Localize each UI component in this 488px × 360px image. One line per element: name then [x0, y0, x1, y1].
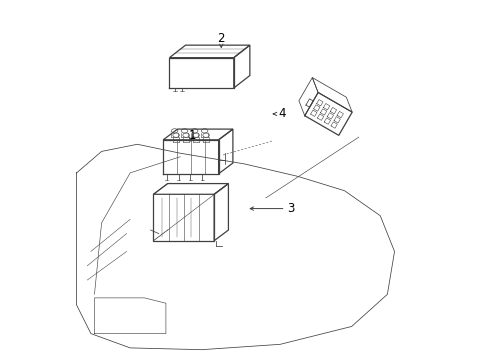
Text: 2: 2: [217, 32, 224, 45]
Text: 1: 1: [188, 129, 196, 142]
Text: 3: 3: [286, 202, 294, 215]
Text: 4: 4: [278, 107, 285, 120]
